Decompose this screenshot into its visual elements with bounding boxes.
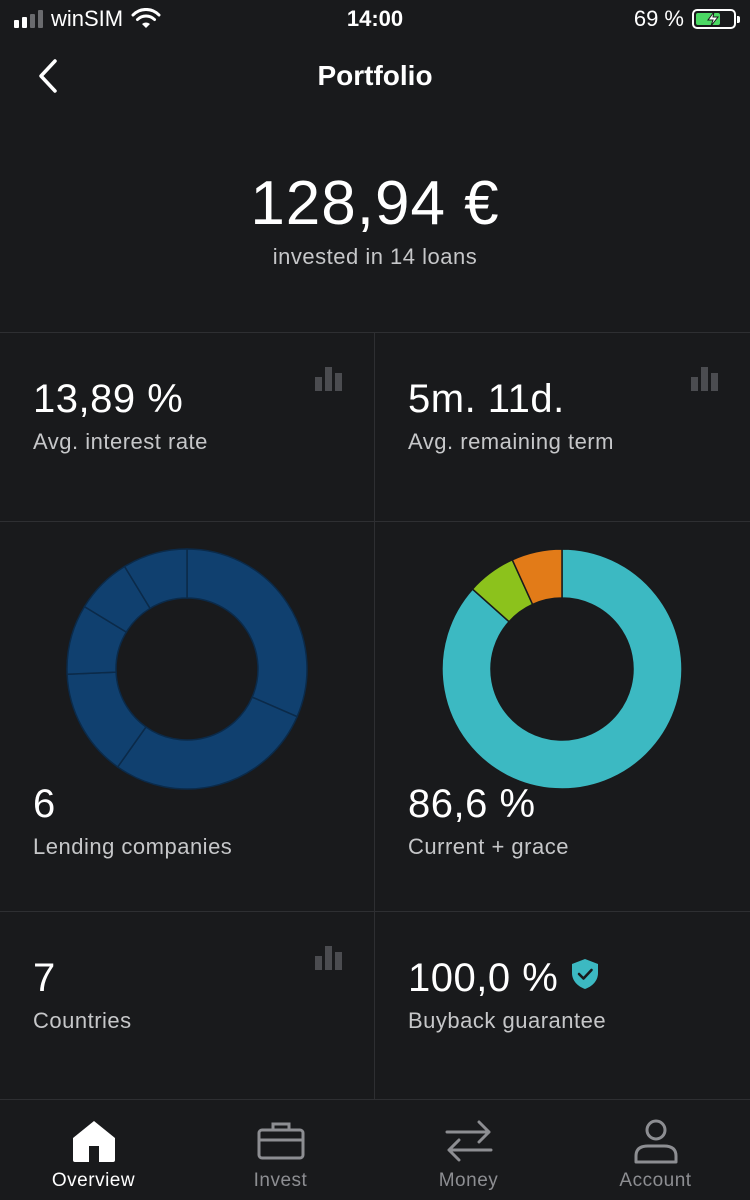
remaining-term-card[interactable]: 5m. 11d. Avg. remaining term [375,333,750,522]
battery-percent: 69 % [633,6,684,31]
lending-companies-value: 6 [33,782,56,826]
stats-grid: 13,89 % Avg. interest rate 5m. 11d. Avg.… [0,332,750,1100]
interest-rate-label: Avg. interest rate [33,429,208,454]
remaining-term-value: 5m. 11d. [408,377,565,421]
lending-companies-donut [66,548,308,790]
portfolio-summary: 128,94 € invested in 14 loans [0,112,750,332]
total-invested-amount: 128,94 € [250,169,500,238]
user-icon [634,1119,677,1164]
shield-check-icon [572,959,599,990]
buyback-guarantee-card[interactable]: 100,0 % Buyback guarantee [375,912,750,1100]
loan-status-donut [441,548,683,790]
lending-companies-donut-slice-0 [186,548,308,718]
loan-status-card[interactable]: 86,6 % Current + grace [375,522,750,912]
remaining-term-label: Avg. remaining term [408,429,614,454]
interest-rate-value: 13,89 % [33,377,184,421]
clock: 14:00 [346,6,404,31]
chevron-left-icon [39,59,57,93]
back-button[interactable] [28,54,68,98]
bar-chart-icon[interactable] [691,367,718,391]
signal-icon [14,10,43,28]
nav-account[interactable]: Account [562,1100,749,1200]
bottom-nav: Overview Invest Money Account [0,1099,750,1200]
nav-invest-label: Invest [253,1170,308,1191]
status-bar: winSIM 14:00 69 % [0,0,750,40]
lending-companies-donut-slice-5 [123,548,188,610]
transfer-arrows-icon [445,1120,492,1162]
interest-rate-card[interactable]: 13,89 % Avg. interest rate [0,333,375,522]
nav-invest[interactable]: Invest [187,1100,374,1200]
nav-overview[interactable]: Overview [0,1100,187,1200]
current-grace-label: Current + grace [408,834,569,859]
bar-chart-icon[interactable] [315,367,342,391]
nav-money[interactable]: Money [375,1100,562,1200]
wifi-icon [131,8,161,28]
countries-label: Countries [33,1008,132,1033]
briefcase-icon [257,1122,304,1160]
lending-companies-label: Lending companies [33,834,233,859]
nav-money-label: Money [438,1170,499,1191]
countries-card[interactable]: 7 Countries [0,912,375,1100]
countries-value: 7 [33,956,56,1000]
loan-status-donut-slice-0 [441,548,683,790]
lending-companies-card[interactable]: 6 Lending companies [0,522,375,912]
current-grace-value: 86,6 % [408,782,536,826]
nav-overview-label: Overview [51,1170,136,1191]
header: Portfolio [0,40,750,112]
battery-icon [692,9,740,29]
nav-account-label: Account [619,1170,692,1191]
carrier-name: winSIM [51,6,124,31]
home-icon [72,1121,115,1162]
buyback-guarantee-row: 100,0 % [408,956,600,1001]
buyback-guarantee-value: 100,0 % [408,956,559,1000]
page-title: Portfolio [317,60,433,91]
loan-status-donut-slice-2 [511,548,563,606]
loans-count-text: invested in 14 loans [272,244,478,269]
buyback-guarantee-label: Buyback guarantee [408,1008,607,1033]
bar-chart-icon[interactable] [315,946,342,970]
lending-companies-donut-slice-1 [116,696,299,790]
